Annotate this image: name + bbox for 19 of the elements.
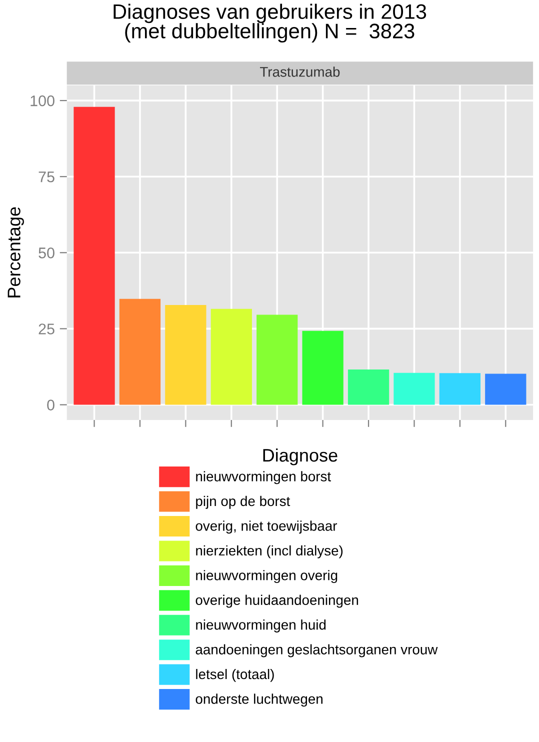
x-axis-title: Diagnose xyxy=(263,448,338,466)
legend-label: aandoeningen geslachtsorganen vrouw xyxy=(196,644,438,658)
y-tick-label: 50 xyxy=(38,248,54,258)
legend-label: overige huidaandoeningen xyxy=(196,594,358,608)
y-tick-label: 0 xyxy=(47,400,54,410)
y-tick-label: 100 xyxy=(30,95,54,106)
y-axis-title: Percentage xyxy=(8,207,24,298)
chart-title: Diagnoses van gebruikers in 2013 (met dubbeltellingen) N = 3823 xyxy=(114,4,426,43)
legend-label: nierziekten (incl dialyse) xyxy=(196,545,343,558)
legend-label: overig, niet toewijsbaar xyxy=(196,520,338,534)
legend-label: nieuwvormingen overig xyxy=(196,570,338,584)
chart-subtitle: Trastuzumab xyxy=(260,66,340,77)
legend-label: onderste luchtwegen xyxy=(196,694,322,707)
y-tick-label: 75 xyxy=(38,172,54,182)
y-tick-label: 25 xyxy=(38,324,54,334)
legend-label: letsel (totaal) xyxy=(196,668,274,682)
legend-label: nieuwvormingen borst xyxy=(196,471,331,484)
legend-label: pijn op de borst xyxy=(196,496,290,509)
legend-label: nieuwvormingen huid xyxy=(196,620,326,632)
